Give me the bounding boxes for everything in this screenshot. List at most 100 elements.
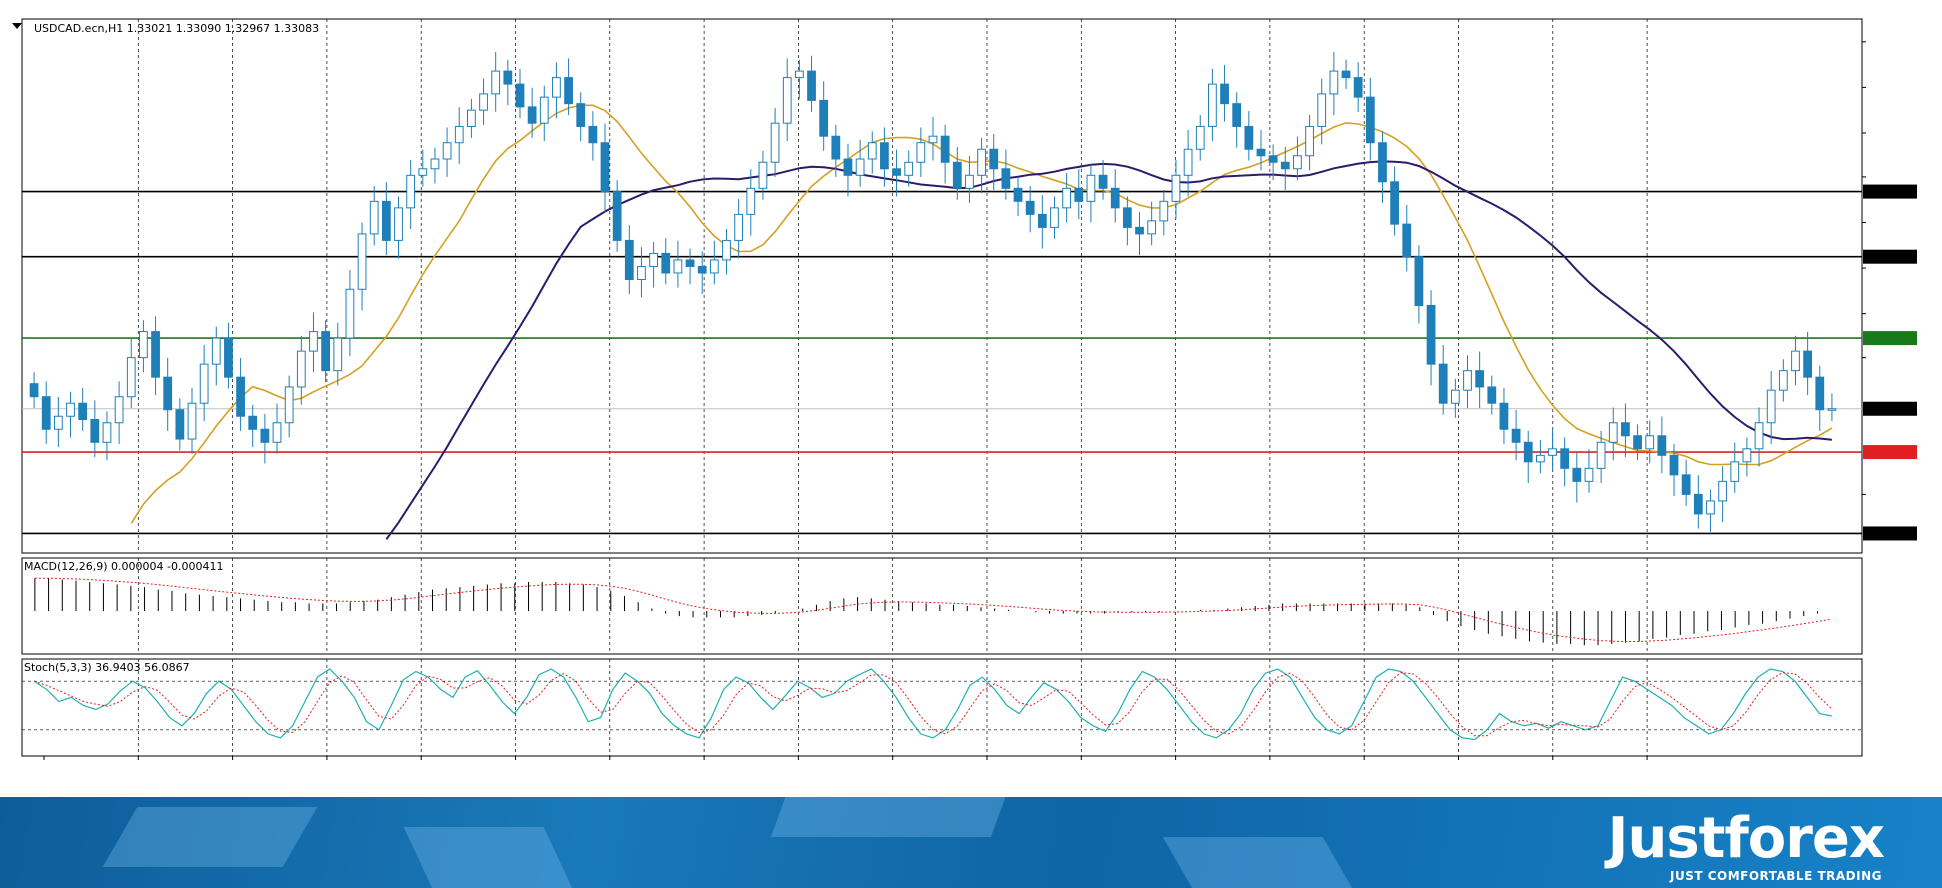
bullish-candle — [1183, 148, 1193, 176]
bearish-candle — [661, 252, 671, 274]
bullish-candle — [1208, 83, 1217, 127]
bearish-candle — [612, 191, 622, 241]
bearish-candle — [1025, 200, 1035, 215]
stoch-pane-frame — [21, 658, 1863, 757]
price-chart: USDCAD.ecn,H1 1.33021 1.33090 1.32967 1.… — [12, 18, 1917, 760]
bearish-candle — [1098, 174, 1108, 189]
bullish-candle — [1706, 500, 1715, 515]
bearish-candle — [1523, 441, 1533, 463]
bullish-candle — [1171, 174, 1181, 202]
bearish-candle — [1001, 168, 1011, 189]
bearish-candle — [41, 396, 51, 430]
bullish-candle — [1535, 454, 1545, 463]
bearish-candle — [1365, 96, 1375, 144]
bullish-candle — [904, 161, 914, 176]
bearish-candle — [78, 402, 88, 420]
bearish-candle — [807, 70, 816, 101]
bearish-candle — [880, 142, 889, 170]
bullish-candle — [1730, 461, 1740, 482]
bullish-candle — [734, 213, 744, 241]
decorative-shape — [1162, 837, 1358, 888]
bullish-candle — [1608, 422, 1618, 443]
bullish-candle — [916, 142, 926, 163]
bearish-candle — [321, 331, 331, 372]
bullish-candle — [296, 350, 306, 388]
bearish-candle — [1402, 223, 1412, 258]
bullish-candle — [782, 77, 792, 124]
bearish-candle — [1681, 474, 1691, 495]
stoch-main-line — [33, 668, 1832, 741]
stoch-title: Stoch(5,3,3) 36.9403 56.0867 — [24, 661, 190, 674]
justforex-logo[interactable]: Justforex — [1607, 806, 1885, 871]
bearish-candle — [1621, 422, 1630, 437]
brand-banner: Justforex JUST COMFORTABLE TRADING — [0, 797, 1942, 888]
bearish-candle — [503, 70, 513, 85]
bullish-candle — [187, 402, 197, 440]
bullish-candle — [1159, 200, 1169, 222]
bullish-candle — [53, 415, 63, 430]
bullish-candle — [1050, 207, 1059, 228]
bullish-candle — [1147, 220, 1157, 235]
bearish-candle — [224, 337, 233, 378]
bullish-candle — [867, 142, 877, 160]
collapse-triangle-icon[interactable] — [12, 23, 22, 29]
bearish-candle — [1499, 402, 1509, 430]
decorative-shape — [770, 797, 1010, 837]
bearish-candle — [1815, 376, 1825, 411]
bullish-candle — [418, 168, 428, 176]
bearish-candle — [1487, 386, 1497, 404]
bearish-candle — [1390, 181, 1399, 225]
bullish-candle — [102, 422, 112, 443]
bullish-candle — [114, 396, 124, 424]
bearish-candle — [624, 239, 634, 280]
bearish-candle — [1657, 435, 1667, 456]
bearish-candle — [1135, 226, 1144, 235]
bullish-candle — [637, 265, 646, 280]
bullish-candle — [552, 77, 561, 98]
bearish-candle — [1353, 77, 1363, 98]
bullish-candle — [66, 402, 75, 417]
bullish-candle — [1778, 370, 1788, 391]
bearish-candle — [588, 125, 598, 144]
moving-average-slow — [385, 160, 1833, 540]
bullish-candle — [1754, 422, 1764, 450]
bearish-candle — [1341, 70, 1351, 79]
bearish-candle — [1572, 467, 1582, 482]
bullish-candle — [272, 422, 282, 443]
bullish-candle — [467, 109, 476, 127]
bullish-candle — [1645, 435, 1655, 450]
bearish-candle — [831, 135, 841, 160]
macd-pane-frame — [21, 557, 1863, 655]
level-tag-1.32950 — [1863, 445, 1917, 460]
bullish-candle — [673, 259, 683, 274]
bearish-candle — [1475, 370, 1485, 388]
bullish-candle — [454, 125, 464, 144]
bullish-candle — [126, 357, 136, 398]
macd-signal-line — [34, 577, 1832, 642]
bearish-candle — [940, 135, 950, 163]
bearish-candle — [843, 158, 853, 176]
bearish-candle — [697, 265, 707, 274]
bullish-candle — [284, 386, 294, 424]
bearish-candle — [248, 415, 258, 430]
bearish-candle — [515, 83, 525, 108]
bearish-candle — [1438, 363, 1448, 404]
bearish-candle — [685, 259, 695, 267]
bullish-candle — [357, 233, 367, 290]
bearish-candle — [1244, 125, 1254, 150]
bullish-candle — [1329, 70, 1339, 95]
bullish-candle — [406, 174, 416, 209]
bullish-candle — [539, 96, 549, 124]
bearish-candle — [952, 161, 962, 189]
level-tag-1.33550 — [1863, 249, 1917, 264]
bullish-candle — [965, 174, 974, 189]
bearish-candle — [1268, 155, 1278, 163]
bearish-candle — [1122, 207, 1132, 228]
bearish-candle — [1074, 187, 1084, 202]
level-tag-1.33750 — [1863, 184, 1917, 199]
bullish-candle — [369, 200, 379, 235]
bullish-candle — [199, 363, 209, 404]
bearish-candle — [151, 331, 160, 378]
bullish-candle — [394, 207, 403, 241]
